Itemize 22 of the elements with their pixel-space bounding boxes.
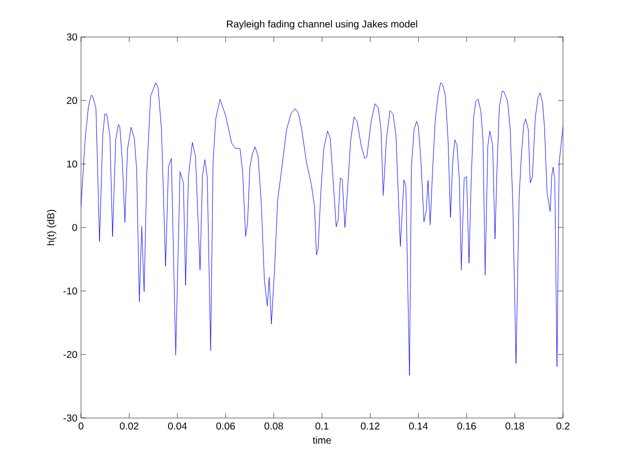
line-series (81, 82, 564, 376)
x-tick-label: 0.12 (360, 422, 380, 430)
x-tick-label: 0.02 (120, 422, 138, 430)
y-tick-label: -20 (64, 350, 78, 358)
x-tick-label: 0.06 (216, 422, 235, 430)
y-tick-label: 10 (67, 160, 78, 168)
x-tick-label: 0 (78, 422, 84, 430)
x-tick-label: 0.04 (168, 422, 187, 430)
x-tick-label: 0.08 (264, 422, 284, 430)
x-axis-title: time (312, 436, 331, 444)
y-tick-label: 0 (72, 224, 78, 232)
chart-title: Rayleigh fading channel using Jakes model (227, 20, 418, 30)
x-tick-label: 0.1 (315, 422, 328, 430)
x-tick-label: 0.14 (409, 422, 428, 430)
x-tick-label: 0.18 (506, 422, 524, 430)
y-axis-title: h(t) (dB) (46, 210, 56, 246)
y-tick-label: 20 (66, 96, 78, 104)
x-tick-label: 0.16 (457, 422, 476, 430)
y-tick-label: -10 (64, 287, 78, 295)
y-tick-label: 30 (66, 33, 78, 41)
x-tick-label: 0.2 (556, 422, 570, 430)
y-tick-label: -30 (64, 414, 78, 422)
